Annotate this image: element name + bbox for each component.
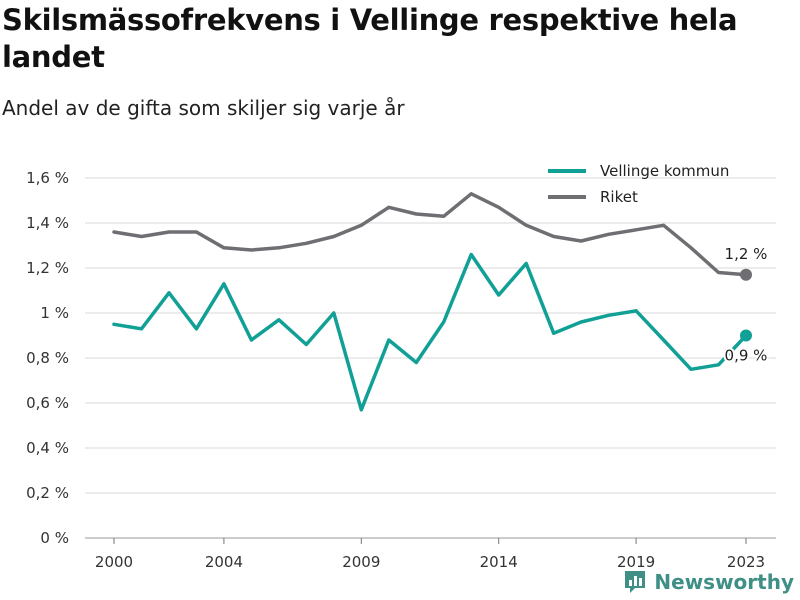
series-line-riket xyxy=(112,192,748,277)
end-label-riket: 1,2 % xyxy=(725,245,768,263)
legend-label-vellinge: Vellinge kommun xyxy=(600,162,729,180)
legend: Vellinge kommun Riket xyxy=(548,162,729,206)
x-tick-label: 2009 xyxy=(342,553,380,571)
newsworthy-logo-text: Newsworthy xyxy=(654,570,794,594)
y-tick-label: 0,4 % xyxy=(26,439,69,457)
chart-subtitle: Andel av de gifta som skiljer sig varje … xyxy=(2,96,405,120)
chart-title: Skilsmässofrekvens i Vellinge respektive… xyxy=(2,3,738,74)
end-label-vellinge: 0,9 % xyxy=(725,347,768,365)
y-axis: 0 % 0,2 % 0,4 % 0,6 % 0,8 % 1 % 1,2 % 1,4 % 1,6 … xyxy=(26,169,69,547)
y-tick-label: 0,8 % xyxy=(26,349,69,367)
x-tick-label: 2019 xyxy=(617,553,655,571)
end-point-riket xyxy=(740,268,752,281)
y-tick-label: 1,6 % xyxy=(26,169,69,187)
gridlines xyxy=(85,177,776,539)
x-tick-label: 2000 xyxy=(95,553,133,571)
newsworthy-logo-icon xyxy=(625,571,646,593)
legend-label-riket: Riket xyxy=(600,188,638,206)
series-lines: 1,2 % 0,9 % xyxy=(112,192,769,412)
y-tick-label: 1,2 % xyxy=(26,259,69,277)
end-point-vellinge xyxy=(740,329,752,342)
y-tick-label: 0,2 % xyxy=(26,484,69,502)
series-line-vellinge xyxy=(112,252,748,412)
x-tick-label: 2014 xyxy=(480,553,518,571)
newsworthy-logo: Newsworthy xyxy=(622,569,794,595)
y-tick-label: 0 % xyxy=(40,529,69,547)
x-tick-label: 2004 xyxy=(205,553,243,571)
y-tick-label: 1,4 % xyxy=(26,214,69,232)
y-tick-label: 1 % xyxy=(40,304,69,322)
x-axis: 2000 2004 2009 2014 2019 2023 xyxy=(95,538,765,571)
x-tick-label: 2023 xyxy=(727,553,765,571)
y-tick-label: 0,6 % xyxy=(26,394,69,412)
